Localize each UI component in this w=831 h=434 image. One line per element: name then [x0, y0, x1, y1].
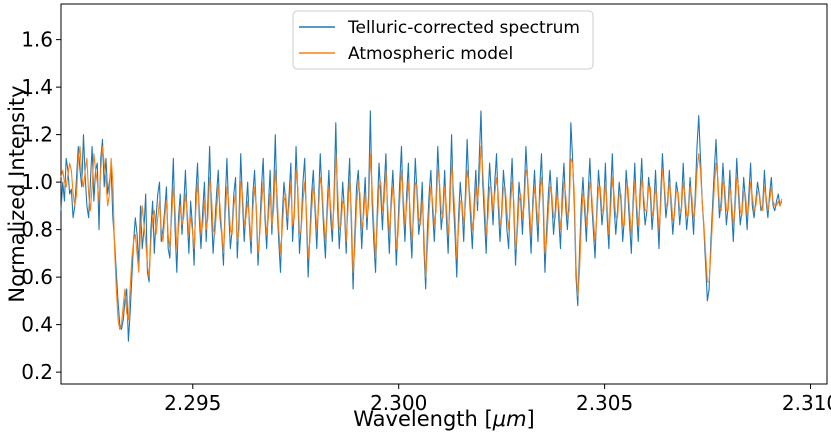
legend-label-telluric: Telluric-corrected spectrum: [347, 18, 580, 38]
legend-label-model: Atmospheric model: [348, 44, 513, 64]
legend: Telluric-corrected spectrum Atmospheric …: [292, 10, 594, 70]
x-axis-title-text: Wavelength [: [353, 407, 492, 431]
y-tick-label: 0.4: [21, 313, 53, 337]
series-line-model: [60, 145, 783, 330]
x-tick-label: 2.305: [576, 391, 633, 415]
x-axis: 2.295 2.300 2.305 2.310: [164, 384, 831, 415]
x-axis-title-unit: μm: [492, 407, 527, 431]
y-tick-label: 1.2: [21, 123, 53, 147]
y-axis-title: Normalized Intensity: [5, 85, 29, 302]
legend-box: [292, 10, 594, 70]
y-tick-label: 0.6: [21, 265, 53, 289]
x-tick-label: 2.310: [782, 391, 831, 415]
y-tick-label: 1.4: [21, 75, 53, 99]
y-axis: 0.2 0.4 0.6 0.8 1.0 1.2 1.4 1.6: [21, 28, 61, 384]
x-tick-label: 2.300: [370, 391, 427, 415]
y-tick-label: 0.8: [21, 218, 53, 242]
series-layer: [60, 110, 783, 342]
x-axis-title: Wavelength [μm]: [353, 407, 534, 431]
y-tick-label: 0.2: [21, 360, 53, 384]
x-axis-title-close: ]: [527, 407, 535, 431]
y-tick-label: 1.0: [21, 170, 53, 194]
x-tick-label: 2.295: [164, 391, 221, 415]
y-tick-label: 1.6: [21, 28, 53, 52]
